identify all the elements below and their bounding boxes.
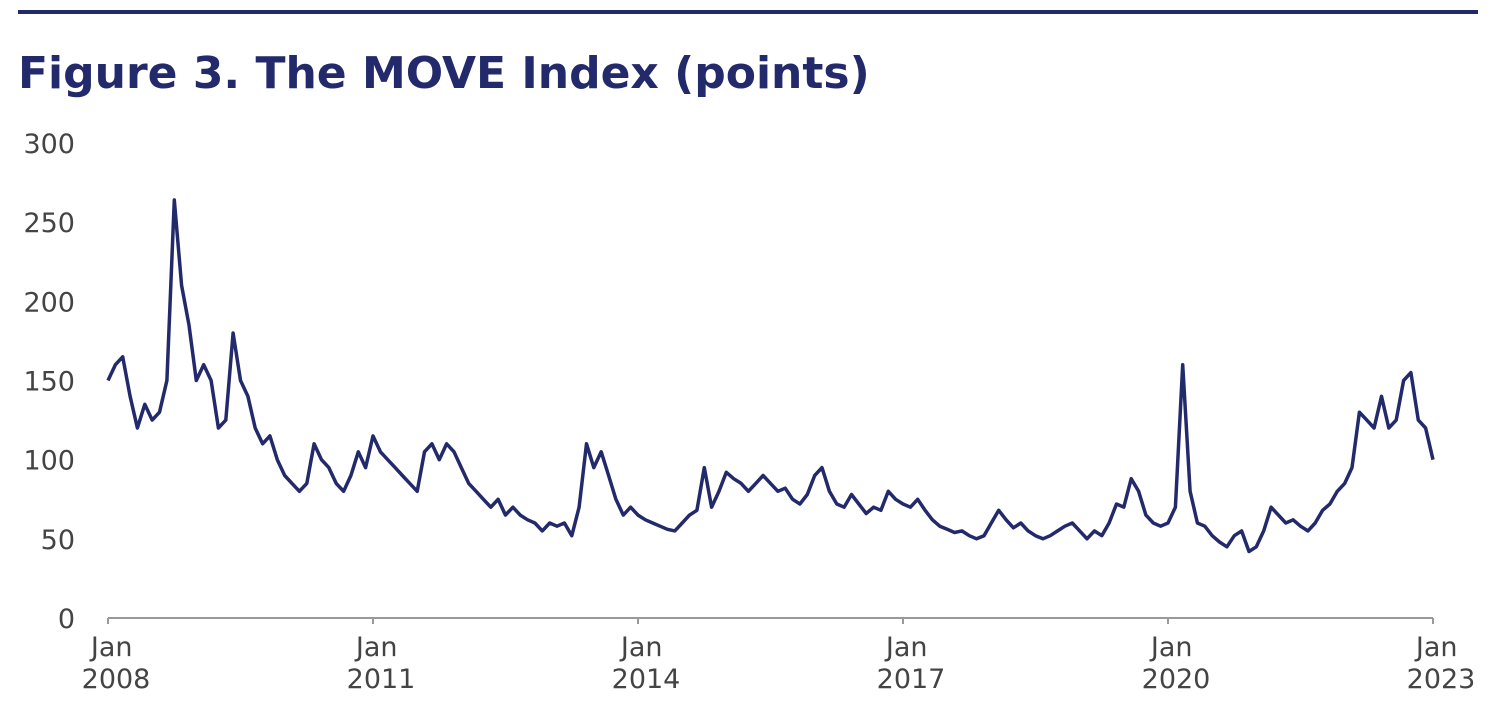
- x-tick-label: Jan 2011: [347, 632, 416, 695]
- y-tick-label: 0: [58, 604, 75, 635]
- x-tick-label: Jan 2017: [877, 632, 946, 695]
- y-tick-label: 100: [23, 446, 75, 477]
- x-tick-label: Jan 2023: [1407, 632, 1476, 695]
- y-tick-label: 250: [23, 208, 75, 239]
- y-tick-label: 300: [23, 129, 75, 160]
- line-series: [106, 198, 1435, 554]
- x-tick-label: Jan 2020: [1142, 632, 1211, 695]
- y-tick-label: 200: [23, 287, 75, 318]
- y-tick-label: 50: [41, 525, 75, 556]
- chart-title: Figure 3. The MOVE Index (points): [18, 48, 870, 99]
- x-tick-label: Jan 2008: [82, 632, 151, 695]
- top-rule: [18, 10, 1478, 14]
- y-tick-label: 150: [23, 367, 75, 398]
- x-tick-label: Jan 2014: [612, 632, 681, 695]
